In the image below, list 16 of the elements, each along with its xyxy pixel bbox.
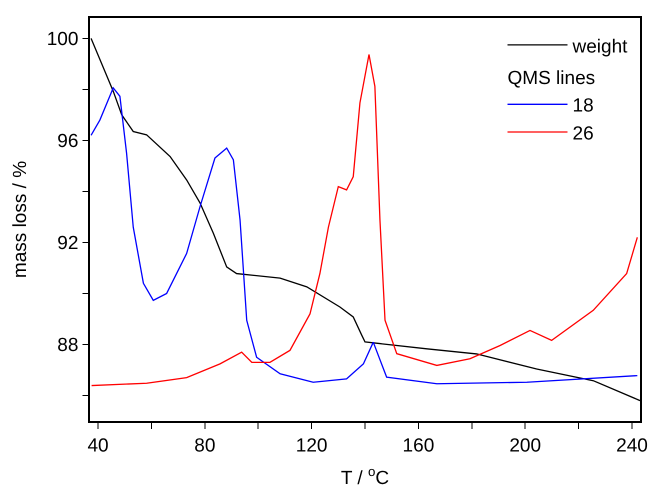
y-tick-label: 100	[46, 29, 78, 50]
y-tick-label: 88	[57, 335, 78, 356]
x-tick-label: 80	[194, 436, 216, 457]
legend-label: 26	[572, 123, 594, 144]
legend-label: weight	[572, 36, 628, 58]
x-tick-label: 160	[402, 436, 434, 457]
x-tick-label: 120	[296, 436, 328, 457]
x-axis-title: T / $^{o}$C	[340, 464, 390, 489]
x-tick-label: 40	[87, 436, 109, 457]
x-tick-label: 240	[616, 436, 648, 457]
x-tick-label: 200	[509, 436, 542, 457]
legend-label: 18	[572, 96, 594, 117]
y-tick-label: 92	[57, 233, 78, 254]
y-axis-title: mass loss / %	[10, 160, 32, 278]
annotation: QMS lines	[508, 68, 596, 90]
y-tick-label: 96	[57, 131, 78, 152]
